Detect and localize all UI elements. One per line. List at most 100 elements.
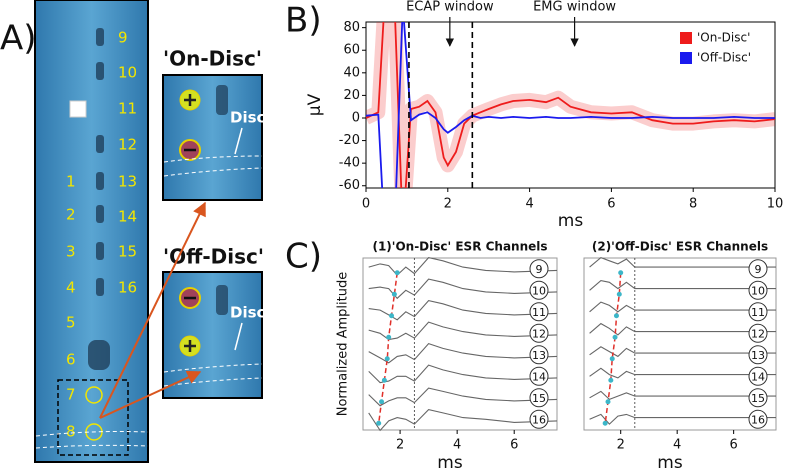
channel-trace: [368, 364, 558, 384]
x-axis-label: ms: [657, 453, 683, 473]
onset-dot: [605, 399, 611, 405]
legend-swatch: [680, 32, 692, 44]
x-tick-label: 6: [607, 197, 615, 212]
vertebra-shadows: [88, 28, 110, 370]
pointer: [234, 322, 243, 351]
channel-badge: [529, 302, 549, 322]
channel-trace: [368, 321, 558, 341]
onset-dot: [394, 270, 400, 276]
legend-swatch: [680, 52, 692, 64]
plus-sign: [184, 340, 196, 352]
disc-label: Disc: [230, 304, 265, 322]
y-tick-label: -20: [339, 133, 360, 148]
legend-label: 15: [751, 392, 765, 405]
channel-badge: [529, 280, 549, 300]
legend-label: 'Off-Disc': [697, 51, 751, 65]
panel-label: A): [0, 19, 37, 59]
legend-label: 9: [755, 263, 762, 276]
channel-badge: [529, 388, 549, 408]
plus-sign: [184, 94, 196, 106]
channel-badge: [529, 323, 549, 343]
channel-badge: [748, 388, 768, 408]
x-axis-label: ms: [437, 453, 463, 473]
channel-number: 9: [118, 29, 128, 47]
onset-dot: [384, 356, 390, 362]
legend-label: 13: [532, 349, 546, 362]
x-tick-label: 8: [689, 197, 697, 212]
x-tick-label: 2: [444, 197, 452, 212]
y-tick-label: 60: [343, 43, 360, 58]
y-tick-label: 0: [352, 110, 360, 125]
y-tick-label: -40: [339, 156, 360, 171]
zoom-box: [57, 379, 129, 456]
annotation: EMG window: [533, 0, 616, 15]
x-tick-label: 4: [673, 438, 681, 453]
legend-label: 11: [751, 306, 765, 319]
trace: [366, 22, 775, 188]
channel-number: 3: [66, 243, 76, 261]
channel-badge: [748, 302, 768, 322]
x-tick-label: 2: [396, 438, 404, 453]
annotation: ECAP window: [406, 0, 494, 15]
legend-label: 16: [532, 413, 546, 426]
channel-number: 15: [118, 243, 137, 261]
channel-trace: [368, 278, 558, 300]
y-axis-label: μV: [305, 93, 325, 116]
onset-dot: [376, 420, 382, 426]
legend-label: 16: [751, 413, 765, 426]
legend-label: 10: [751, 284, 765, 297]
x-axis-label: ms: [558, 211, 584, 231]
onset-dot: [613, 313, 619, 319]
inset-image: [162, 74, 263, 201]
channel-trace: [368, 387, 558, 407]
onset-line: [604, 272, 622, 424]
channel-number: 2: [66, 206, 76, 224]
channel-trace: [589, 367, 776, 379]
channel-trace: [368, 256, 558, 276]
y-tick-label: 40: [343, 65, 360, 80]
x-tick-label: 0: [362, 197, 370, 212]
x-tick-label: 2: [617, 438, 625, 453]
channel-badge: [529, 409, 549, 429]
legend-label: 15: [532, 392, 546, 405]
y-tick-label: 20: [343, 88, 360, 103]
channel-number: 11: [118, 100, 137, 118]
channel-number: 14: [118, 208, 137, 226]
disc-outline: [35, 431, 149, 449]
disc-outline: [163, 155, 263, 177]
inset-title: 'On-Disc': [163, 47, 262, 71]
inset-image: [162, 271, 263, 399]
channel-badge: [529, 366, 549, 386]
plot-frame: [365, 21, 776, 189]
channel-trace: [589, 256, 776, 268]
chart-title: (2)'Off-Disc' ESR Channels: [592, 240, 768, 254]
plot-frame: [362, 257, 558, 431]
channel-number: 13: [118, 173, 137, 191]
panel-label: B): [285, 1, 322, 41]
onset-dot: [379, 399, 385, 405]
pointer: [234, 127, 243, 155]
legend-label: 13: [751, 349, 765, 362]
channel-number: 16: [118, 279, 137, 297]
onset-dot: [389, 313, 395, 319]
channel-number: 1: [66, 173, 76, 191]
channel-trace: [368, 299, 558, 321]
legend-label: 12: [532, 327, 546, 340]
x-tick-label: 6: [510, 438, 518, 453]
plot-frame: [583, 257, 777, 431]
x-tick-label: 6: [730, 438, 738, 453]
onset-dot: [391, 291, 397, 297]
vertebra-shadow: [216, 85, 228, 115]
onset-dot: [608, 377, 614, 383]
onset-dot: [616, 291, 622, 297]
marker-square: [69, 100, 87, 118]
disc-label: Disc: [230, 109, 265, 127]
xray-image: [34, 0, 149, 463]
channel-badge: [748, 409, 768, 429]
channel-trace: [368, 342, 558, 364]
channel-trace: [589, 301, 776, 313]
onset-dot: [381, 377, 387, 383]
chart-title: (1)'On-Disc' ESR Channels: [372, 240, 547, 254]
channel-number: 4: [66, 279, 76, 297]
x-tick-label: 4: [525, 197, 533, 212]
